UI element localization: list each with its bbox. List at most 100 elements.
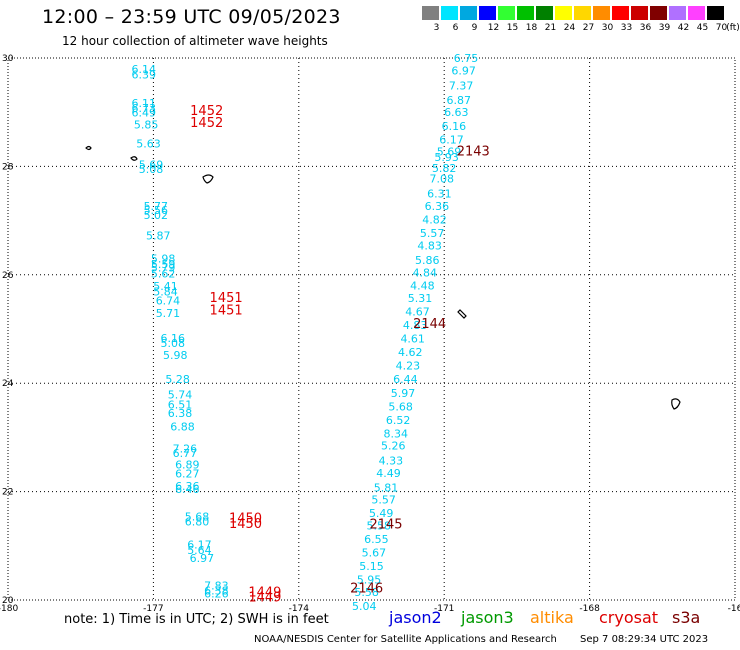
wave-height-value: 5.02 <box>144 209 169 222</box>
pass-time-label: 1451 <box>210 303 243 318</box>
satellite-legend-item: jason2 <box>389 608 442 627</box>
legend-swatch <box>631 6 648 20</box>
wave-height-value: 5.58 <box>354 586 379 599</box>
legend-swatch-label: 27 <box>582 23 595 33</box>
wave-height-value: 6.38 <box>168 407 193 420</box>
lon-tick-label: -180 <box>0 604 18 614</box>
wave-height-value: 6.44 <box>393 373 418 386</box>
wave-height-value: 6.51 <box>168 399 193 412</box>
satellite-legend-item: jason3 <box>461 608 514 627</box>
legend-swatch <box>441 6 458 20</box>
wave-height-value: 5.84 <box>153 285 178 298</box>
wave-height-value: 6.36 <box>175 480 200 493</box>
wave-height-value: 7.83 <box>204 580 229 593</box>
island-outline <box>202 174 214 184</box>
pass-time-label: 1450 <box>229 511 262 526</box>
wave-height-value: 6.14 <box>131 63 156 76</box>
wave-height-value: 6.26 <box>204 587 229 600</box>
legend-swatch-label: 45 <box>696 23 709 33</box>
wave-height-value: 6.16 <box>161 332 186 345</box>
island-outline <box>130 156 138 161</box>
lon-tick-label: -16 <box>728 604 740 614</box>
wave-height-value: 5.81 <box>374 482 399 495</box>
wave-height-value: 6.97 <box>451 64 476 77</box>
lon-tick-label: -168 <box>579 604 600 614</box>
wave-height-value: 4.83 <box>417 239 442 252</box>
pass-time-label: 2145 <box>369 517 402 532</box>
wave-height-value: 5.62 <box>151 268 176 281</box>
legend-swatch-label: 30 <box>601 23 614 33</box>
legend-swatch <box>517 6 534 20</box>
wave-height-value: 6.97 <box>190 552 215 565</box>
wave-height-value: 6.89 <box>175 458 200 471</box>
wave-height-value: 6.74 <box>156 295 181 308</box>
lon-tick-label: -171 <box>434 604 454 614</box>
legend-swatch-label: 70 <box>715 23 728 33</box>
legend-swatch <box>669 6 686 20</box>
wave-height-value: 7.37 <box>449 79 474 92</box>
legend-swatch <box>422 6 439 20</box>
wave-height-value: 5.97 <box>391 387 416 400</box>
lat-tick-label: 28 <box>2 162 14 172</box>
wave-height-value: 6.63 <box>444 106 469 119</box>
legend-swatch <box>460 6 477 20</box>
legend-swatch <box>707 6 724 20</box>
wave-height-value: 5.68 <box>388 400 413 413</box>
lat-tick-label: 26 <box>2 271 14 281</box>
wave-height-value: 5.95 <box>357 574 382 587</box>
wave-height-value: 7.26 <box>173 443 198 456</box>
island-outline <box>85 145 92 151</box>
legend-swatch-label: 15 <box>506 23 519 33</box>
wave-height-value: 6.17 <box>439 134 464 147</box>
island-outlines <box>85 145 681 410</box>
wave-height-value: 4.67 <box>405 305 430 318</box>
legend-swatch-label: 18 <box>525 23 538 33</box>
legend-swatch-label: 3 <box>433 23 440 33</box>
wave-height-value: 6.39 <box>131 69 156 82</box>
wave-height-value: 5.57 <box>371 494 396 507</box>
pass-time-label: 2146 <box>350 581 383 596</box>
wave-height-value: 6.77 <box>173 447 198 460</box>
island-outline <box>671 398 681 410</box>
map-frame <box>7 57 736 601</box>
lat-tick-label: 20 <box>2 596 14 606</box>
wave-height-value: 5.82 <box>432 162 457 175</box>
wave-height-value: 5.58 <box>367 520 392 533</box>
legend-unit: (ft) <box>726 23 740 33</box>
pass-time-label: 1452 <box>190 104 223 119</box>
satellite-legend-item: s3a <box>672 608 701 627</box>
wave-height-value: 6.73 <box>131 102 156 115</box>
wave-height-value: 6.49 <box>131 107 156 120</box>
legend-swatch <box>574 6 591 20</box>
wave-height-value: 5.69 <box>437 146 462 159</box>
wave-height-value: 6.16 <box>442 120 467 133</box>
pass-time-label: 1451 <box>210 291 243 306</box>
wave-height-value: 5.77 <box>144 200 169 213</box>
satellite-legend-item: altika <box>530 608 574 627</box>
wave-height-value: 7.08 <box>430 173 455 186</box>
wave-height-value: 6.87 <box>446 94 471 107</box>
legend-swatch <box>536 6 553 20</box>
page-subtitle: 12 hour collection of altimeter wave hei… <box>62 34 328 48</box>
wave-height-value: 5.98 <box>163 349 188 362</box>
wave-height-value: 5.28 <box>165 373 190 386</box>
wave-height-value: 5.86 <box>415 254 440 267</box>
wave-height-value: 5.69 <box>139 159 164 172</box>
pass-time-label: 1450 <box>229 517 262 532</box>
wave-height-value: 5.85 <box>134 118 159 131</box>
wave-height-value: 5.41 <box>153 280 178 293</box>
credit-text: NOAA/NESDIS Center for Satellite Applica… <box>254 634 557 645</box>
wave-height-value: 5.04 <box>352 600 377 613</box>
wave-height-value: 5.87 <box>146 230 171 243</box>
wave-height-value: 5.57 <box>420 227 445 240</box>
legend-swatch-label: 9 <box>471 23 478 33</box>
wave-height-value: 5.68 <box>185 510 210 523</box>
wave-height-value: 6.11 <box>131 97 156 110</box>
wave-height-value: 4.83 <box>403 319 428 332</box>
legend-swatch-label: 24 <box>563 23 576 33</box>
wave-height-value: 6.80 <box>185 516 210 529</box>
wave-height-value: 5.59 <box>151 258 176 271</box>
legend-swatch <box>555 6 572 20</box>
wave-height-value: 6.46 <box>175 483 200 496</box>
units-note: note: 1) Time is in UTC; 2) SWH is in fe… <box>64 612 329 627</box>
